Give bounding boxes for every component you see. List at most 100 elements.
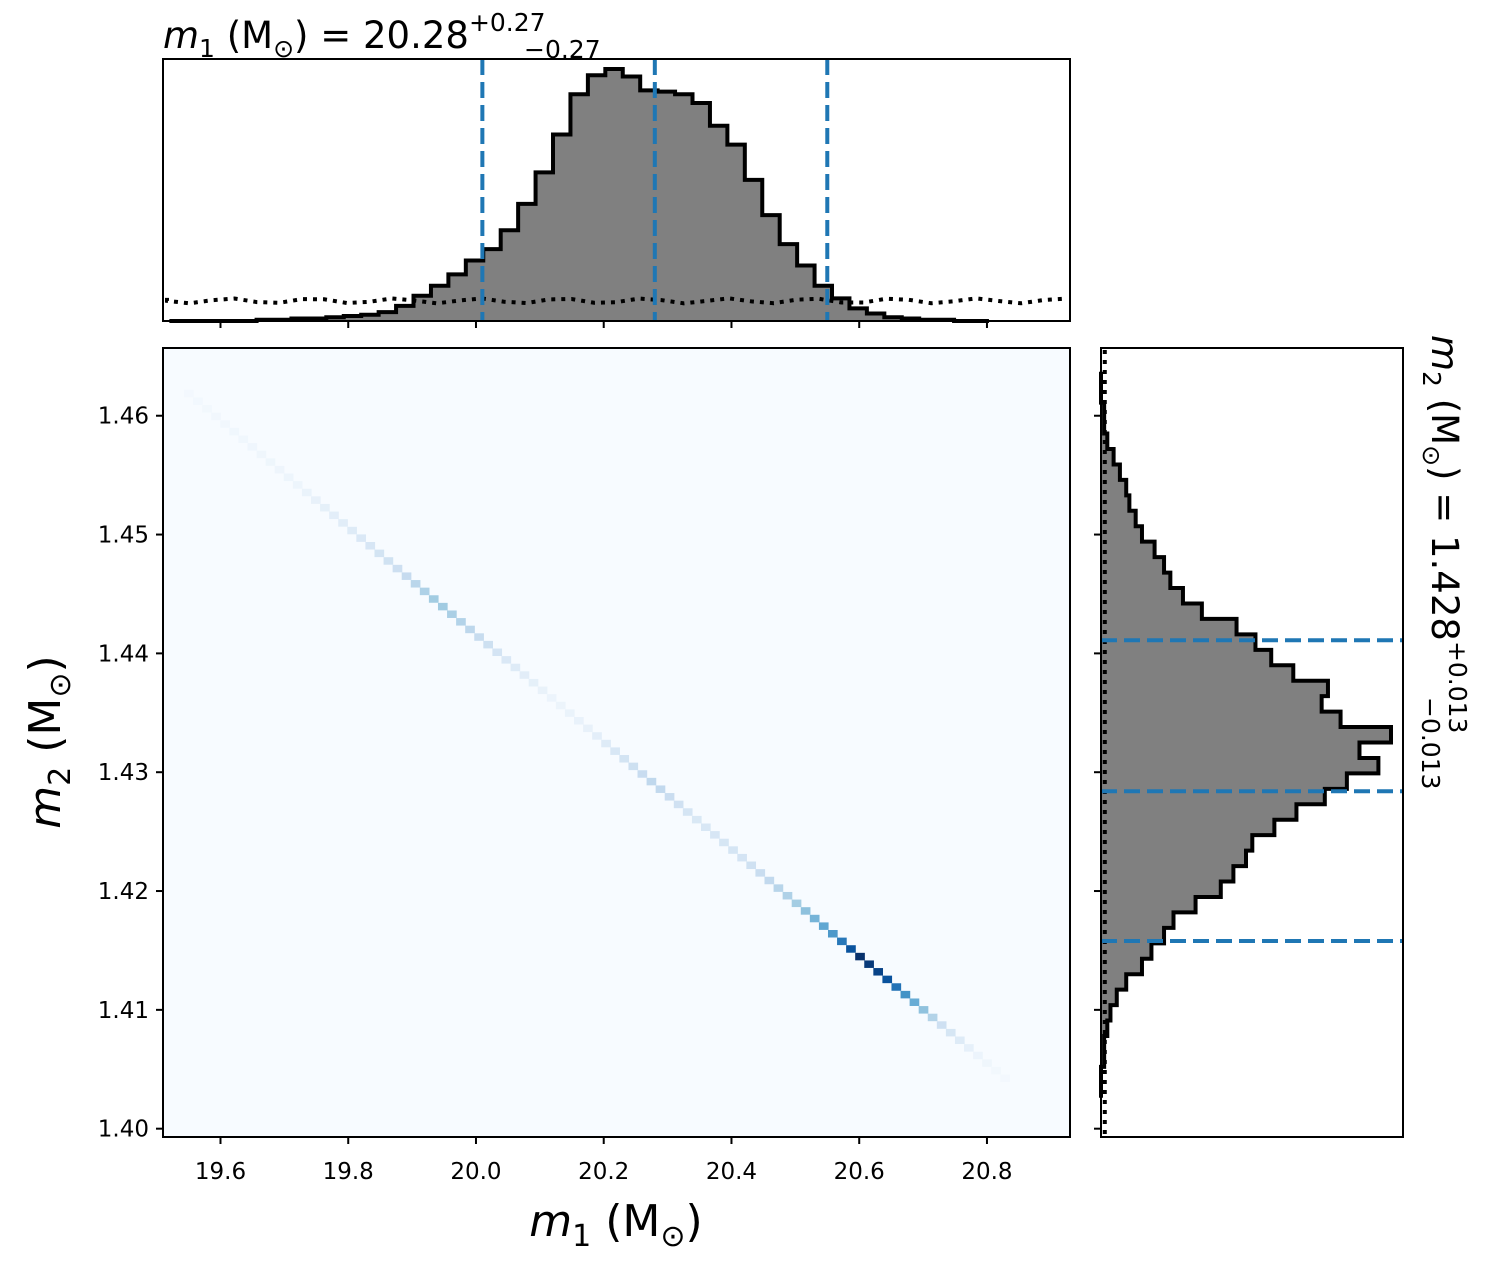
joint-frame	[162, 347, 1071, 1138]
right-title: m2 (M⊙) = 1.428+0.013	[1417, 335, 1472, 733]
heatmap-cell	[900, 990, 911, 999]
top-title-close: ) =	[294, 14, 363, 57]
heatmap-cell	[383, 557, 394, 565]
x-tick-label: 20.6	[834, 1159, 885, 1185]
x-tick-label: 20.8	[961, 1159, 1012, 1185]
heatmap-cell	[1000, 1074, 1010, 1083]
heatmap-cell	[564, 709, 575, 717]
heatmap-cell	[982, 1059, 992, 1067]
x-axis-label-subscript: 1	[572, 1219, 591, 1254]
x-tick-label: 20.4	[706, 1159, 757, 1185]
right-title-symbol: m	[1423, 335, 1466, 371]
heatmap-cell	[991, 1066, 1001, 1075]
heatmap-cell	[537, 686, 548, 695]
heatmap-cell	[864, 960, 874, 968]
heatmap-cell	[918, 1006, 929, 1014]
y-tick-label: 1.43	[98, 760, 149, 786]
heatmap-cell	[673, 800, 684, 809]
heatmap-cell	[555, 701, 566, 710]
heatmap-cell	[837, 937, 847, 946]
y-axis-label: m2 (M⊙)	[20, 655, 78, 828]
heatmap-cell	[519, 671, 530, 679]
heatmap-cell	[818, 922, 829, 930]
heatmap-cell	[682, 808, 693, 816]
heatmap-cell	[773, 884, 784, 892]
heatmap-cell	[528, 678, 539, 687]
heatmap-cell	[719, 838, 729, 847]
heatmap-cell	[964, 1044, 974, 1052]
heatmap-cell	[782, 891, 793, 900]
right-marginal-histogram	[1094, 347, 1404, 1138]
heatmap-cell	[973, 1051, 983, 1060]
heatmap-cell	[710, 831, 720, 839]
x-axis-label-close: )	[686, 1196, 703, 1247]
top-title-median: 20.28	[363, 14, 469, 57]
right-title-close: ) =	[1423, 466, 1466, 535]
heatmap-cell	[655, 785, 666, 793]
top-hist-outline	[169, 67, 989, 323]
y-tick-label: 1.45	[98, 523, 149, 549]
heatmap-cell	[755, 869, 766, 877]
x-axis-label-symbol: m	[529, 1196, 572, 1247]
heatmap-cell	[664, 793, 675, 801]
heatmap-cell	[936, 1021, 947, 1029]
heatmap-cell	[637, 770, 648, 778]
heatmap-cell	[184, 389, 194, 398]
heatmap-cell	[628, 762, 639, 771]
heatmap-cell	[954, 1036, 965, 1045]
heatmap-cell	[691, 815, 702, 824]
heatmap-cell	[846, 945, 856, 953]
x-axis-label-sun: ⊙	[660, 1219, 685, 1254]
heatmap-cell	[592, 732, 602, 740]
heatmap-cell	[365, 541, 376, 550]
right-title-sun: ⊙	[1417, 445, 1446, 466]
heatmap-cell	[737, 853, 747, 862]
heatmap-cell	[465, 625, 475, 634]
right-title-median: 1.428	[1423, 535, 1466, 641]
heatmap-cell	[927, 1013, 938, 1022]
right-title-plus: +0.013	[1443, 641, 1472, 734]
heatmap-cell	[356, 534, 367, 542]
heatmap-cell	[238, 435, 249, 443]
heatmap-cell	[283, 473, 294, 482]
heatmap-cell	[791, 899, 802, 908]
heatmap-cell	[909, 998, 920, 1006]
heatmap-cell	[329, 511, 339, 520]
y-axis-label-sun: ⊙	[43, 672, 78, 697]
heatmap-cell	[574, 716, 584, 725]
heatmap-cell	[701, 823, 711, 831]
heatmap-cell	[419, 587, 430, 596]
top-title-subscript: 1	[199, 34, 215, 63]
heatmap-cell	[410, 580, 421, 588]
heatmap-cell	[437, 602, 448, 611]
heatmap-cell	[483, 640, 493, 649]
heatmap-cell	[320, 503, 330, 512]
heatmap-cell	[492, 648, 503, 657]
y-axis-label-close: )	[20, 655, 71, 672]
x-axis-label: m1 (M⊙)	[529, 1196, 702, 1254]
heatmap-cell	[292, 481, 303, 489]
top-title-symbol: m	[163, 14, 199, 57]
y-tick-label: 1.44	[98, 641, 149, 667]
heatmap-cell	[274, 465, 285, 474]
heatmap-cell	[646, 777, 657, 786]
heatmap-cell	[338, 519, 348, 527]
heatmap-cell	[501, 656, 512, 664]
top-panel-frame	[162, 58, 1071, 322]
x-tick-label: 20.2	[578, 1159, 629, 1185]
heatmap-cell	[882, 975, 893, 984]
y-axis-label-unit: (M	[20, 698, 71, 767]
heatmap-cell	[428, 595, 439, 603]
heatmap-cell	[220, 420, 230, 428]
top-marginal-histogram	[162, 58, 1071, 328]
y-tick-label: 1.46	[98, 404, 149, 430]
heatmap-cell	[401, 572, 412, 580]
top-title-unit: (M	[215, 14, 273, 57]
top-prior-line	[165, 296, 1067, 306]
right-title-unit: (M	[1423, 387, 1466, 445]
heatmap-cell	[610, 747, 620, 755]
heatmap-cell	[256, 450, 267, 459]
heatmap-cell	[546, 694, 557, 702]
y-tick-label: 1.42	[98, 879, 149, 905]
heatmap-cell	[619, 755, 630, 763]
